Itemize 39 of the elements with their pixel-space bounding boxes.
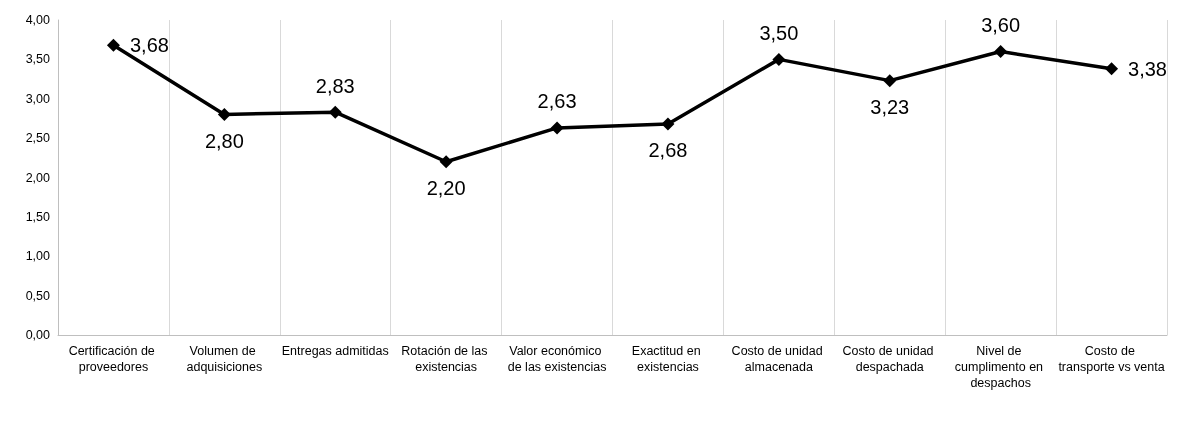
data-label: 2,83 (315, 74, 355, 97)
data-label: 3,38 (1128, 57, 1167, 80)
data-label: 2,20 (426, 177, 466, 200)
data-label: 3,68 (129, 34, 169, 57)
y-tick-label: 1,50 (25, 209, 51, 224)
point (994, 45, 1008, 58)
y-tick-label: 0,50 (25, 288, 51, 303)
x-tick-label: Nivel de cumplimento en despachos (954, 344, 1047, 390)
x-tick-label: Costo de unidad despachada (842, 344, 938, 374)
x-tick-label: Certificación de proveedores (68, 344, 159, 374)
point (883, 74, 897, 88)
point (217, 108, 231, 121)
x-tick-label: Exactitud en existencias (631, 344, 705, 374)
data-label: 3,50 (759, 21, 799, 44)
data-label: 3,23 (870, 96, 910, 119)
data-label: 3,60 (981, 14, 1021, 36)
y-tick-label: 3,00 (25, 91, 51, 106)
point (1105, 62, 1119, 76)
y-tick-label: 2,00 (25, 170, 51, 185)
point (439, 155, 453, 169)
y-tick-label: 0,00 (25, 328, 51, 342)
y-tick-label: 4,00 (25, 13, 51, 27)
x-tick-label: Volumen de adquisiciones (186, 344, 263, 374)
x-tick-label: Entregas admitidas (281, 344, 389, 358)
point (106, 38, 120, 52)
y-tick-label: 3,50 (25, 52, 51, 67)
data-label: 2,63 (537, 90, 577, 113)
point (328, 105, 342, 119)
point (661, 117, 675, 131)
x-tick-label: Costo de unidad almacenada (731, 344, 827, 374)
y-tick-label: 1,00 (25, 249, 51, 264)
y-tick-label: 2,50 (25, 131, 51, 146)
point (550, 121, 564, 135)
data-label: 2,80 (204, 130, 244, 152)
x-tick-label: Valor económico de las existencias (507, 344, 607, 374)
point (772, 52, 786, 66)
data-label: 2,68 (648, 139, 688, 162)
x-tick-label: Costo de transporte vs venta (1058, 344, 1165, 374)
x-tick-label: Rotación de las existencias (401, 344, 491, 374)
